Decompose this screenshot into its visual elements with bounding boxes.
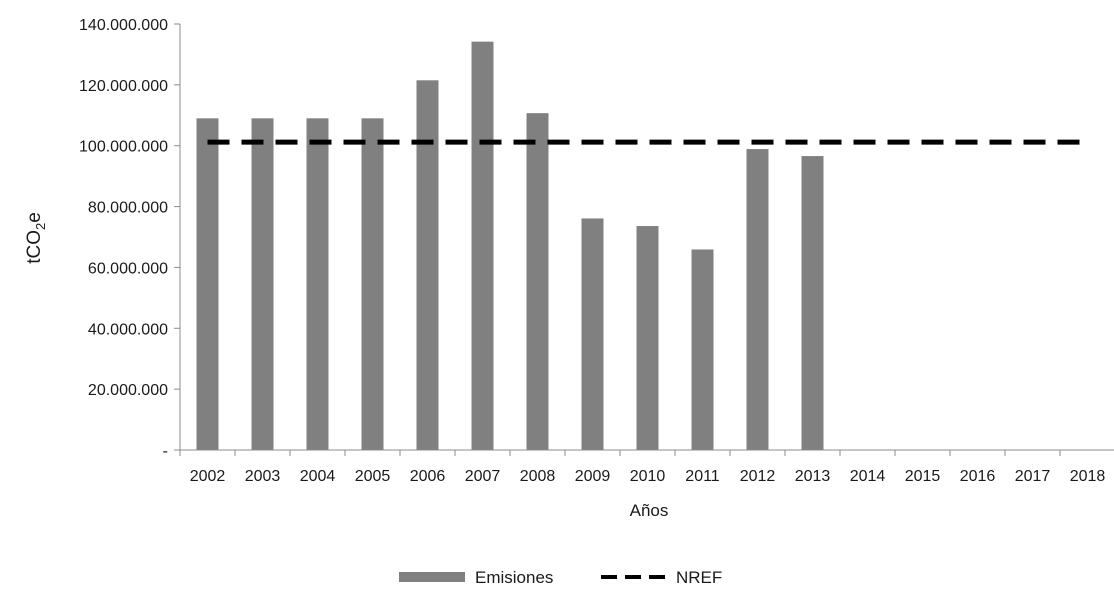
x-tick-label: 2015: [905, 468, 941, 485]
x-tick-labels: 2002 2003 2004 2005 2006 2007 2008 2009 2010 2011…: [190, 468, 1106, 485]
x-tick-label: 2009: [575, 468, 611, 485]
x-tick-label: 2018: [1070, 468, 1106, 485]
y-tick-label: 20.000.000: [88, 382, 168, 399]
legend-label-nref: NREF: [676, 568, 722, 587]
x-tick-label: 2002: [190, 468, 226, 485]
y-tick-labels: - 20.000.000 40.000.000 60.000.000 80.000.00…: [79, 17, 168, 460]
x-tick-label: 2012: [740, 468, 776, 485]
legend: Emisiones NREF: [399, 568, 722, 587]
bar-2009: [581, 218, 604, 450]
x-tick-label: 2007: [465, 468, 501, 485]
bar-2012: [746, 149, 769, 450]
x-tick-label: 2013: [795, 468, 831, 485]
x-tick-label: 2004: [300, 468, 336, 485]
bar-2011: [691, 249, 714, 450]
bar-2002: [196, 118, 219, 450]
x-tick-label: 2006: [410, 468, 446, 485]
y-tick-label: 140.000.000: [79, 17, 168, 34]
x-axis-title: Años: [630, 501, 669, 520]
y-tick-label: 120.000.000: [79, 78, 168, 95]
x-tick-label: 2011: [685, 468, 720, 485]
bar-2005: [361, 118, 384, 450]
y-tick-label: 60.000.000: [88, 260, 168, 277]
bars-emisiones: [196, 41, 824, 451]
y-tick-label: -: [163, 443, 168, 460]
bar-2004: [306, 118, 329, 450]
y-tick-label: 80.000.000: [88, 200, 168, 217]
x-tick-label: 2014: [850, 468, 886, 485]
x-axis: [179, 449, 1114, 456]
y-axis: [174, 23, 181, 451]
x-tick-label: 2008: [520, 468, 556, 485]
legend-label-emisiones: Emisiones: [475, 568, 553, 587]
bar-2006: [416, 80, 439, 451]
y-axis-title-subscript: 2: [33, 223, 48, 230]
x-tick-label: 2005: [355, 468, 391, 485]
bar-2010: [636, 226, 659, 450]
bar-2007: [471, 41, 494, 451]
x-tick-label: 2003: [245, 468, 281, 485]
y-tick-label: 40.000.000: [88, 321, 168, 338]
x-tick-label: 2016: [960, 468, 996, 485]
y-tick-label: 100.000.000: [79, 139, 168, 156]
bar-2008: [526, 113, 549, 451]
x-tick-label: 2017: [1015, 468, 1051, 485]
bar-2003: [251, 118, 274, 450]
y-axis-title: tCO2e: [24, 212, 48, 264]
bar-2013: [801, 156, 824, 450]
x-tick-label: 2010: [630, 468, 666, 485]
legend-swatch-emisiones: [399, 572, 465, 582]
